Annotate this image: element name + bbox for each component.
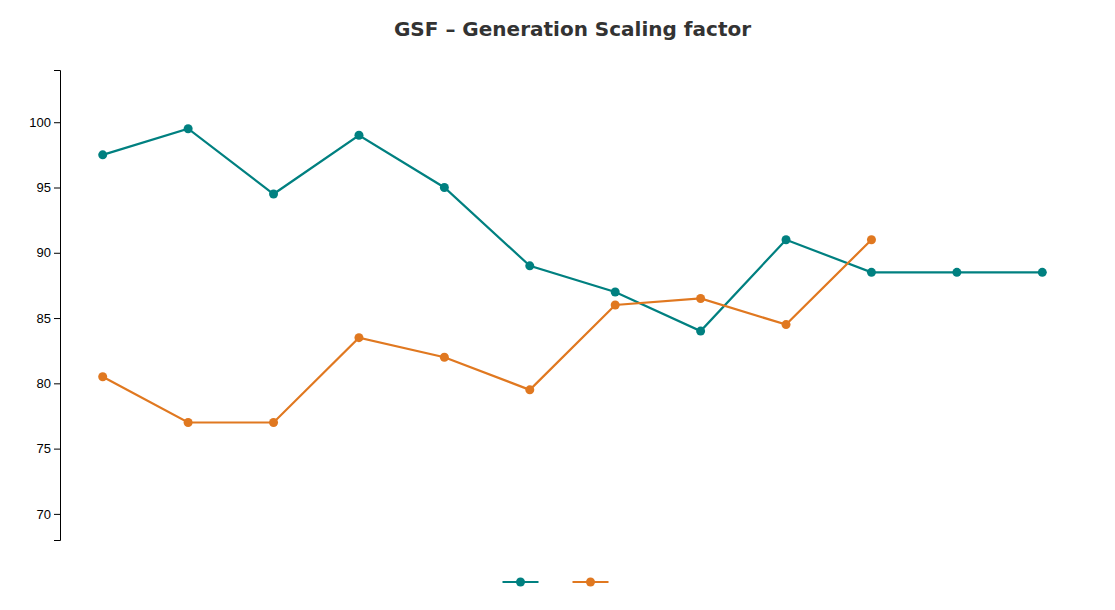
y-tick: 90 bbox=[37, 245, 60, 260]
y-tick-mark bbox=[54, 514, 60, 515]
y-tick-label: 75 bbox=[37, 441, 51, 456]
series-point bbox=[611, 287, 620, 296]
y-tick: 75 bbox=[37, 441, 60, 456]
series-point bbox=[525, 261, 534, 270]
chart: 70 75 80 85 90 95 100 GSF – Generation Scaling … bbox=[0, 0, 1115, 610]
y-axis-line bbox=[54, 71, 61, 541]
plot: 70 75 80 85 90 95 100 bbox=[29, 71, 1046, 541]
y-tick: 85 bbox=[37, 311, 60, 326]
y-tick: 95 bbox=[37, 180, 60, 195]
series-point bbox=[525, 385, 534, 394]
legend-marker bbox=[586, 578, 595, 587]
y-tick-label: 95 bbox=[37, 180, 51, 195]
title: GSF – Generation Scaling factor bbox=[394, 17, 751, 41]
legend-item bbox=[573, 578, 609, 587]
series-point bbox=[867, 268, 876, 277]
y-tick-mark bbox=[54, 253, 60, 254]
y-tick-label: 90 bbox=[37, 245, 51, 260]
y-tick-mark bbox=[54, 122, 60, 123]
y-tick-mark bbox=[54, 383, 60, 384]
series-point bbox=[354, 333, 363, 342]
series-point bbox=[98, 372, 107, 381]
y-tick-label: 80 bbox=[37, 376, 51, 391]
y-tick: 80 bbox=[37, 376, 60, 391]
y-axis: 70 75 80 85 90 95 100 bbox=[29, 71, 60, 541]
series-point bbox=[952, 268, 961, 277]
marks bbox=[98, 124, 1047, 427]
series-point bbox=[1038, 268, 1047, 277]
y-tick-mark bbox=[54, 449, 60, 450]
series-point bbox=[98, 150, 107, 159]
series-point bbox=[611, 301, 620, 310]
series-point bbox=[440, 183, 449, 192]
series-point bbox=[782, 235, 791, 244]
legend-item bbox=[503, 578, 539, 587]
series-point bbox=[867, 235, 876, 244]
y-tick: 70 bbox=[37, 507, 60, 522]
y-tick: 100 bbox=[29, 115, 60, 130]
y-tick-mark bbox=[54, 318, 60, 319]
series-point bbox=[440, 353, 449, 362]
series-line bbox=[103, 129, 1043, 331]
y-tick-label: 70 bbox=[37, 507, 51, 522]
series-line bbox=[103, 240, 872, 423]
series-point bbox=[696, 294, 705, 303]
series-point bbox=[184, 418, 193, 427]
y-tick-label: 85 bbox=[37, 311, 51, 326]
legend bbox=[503, 578, 609, 587]
y-tick-mark bbox=[54, 188, 60, 189]
series-point bbox=[354, 131, 363, 140]
series-point bbox=[696, 327, 705, 336]
series-point bbox=[782, 320, 791, 329]
series-point bbox=[269, 190, 278, 199]
series-point bbox=[184, 124, 193, 133]
y-tick-label: 100 bbox=[29, 115, 51, 130]
legend-marker bbox=[516, 578, 525, 587]
series-point bbox=[269, 418, 278, 427]
